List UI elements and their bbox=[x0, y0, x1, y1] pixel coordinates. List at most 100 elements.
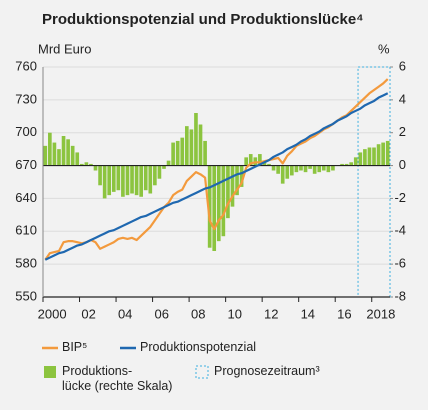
y2-tick-label: 4 bbox=[399, 91, 406, 106]
bar bbox=[203, 140, 207, 166]
bar bbox=[84, 162, 89, 166]
bar bbox=[61, 136, 66, 166]
bar bbox=[148, 165, 153, 194]
bar bbox=[235, 165, 239, 196]
bar bbox=[226, 165, 230, 219]
bar bbox=[290, 165, 294, 176]
bar bbox=[349, 162, 354, 166]
bar bbox=[303, 165, 308, 173]
y2-tick-label: 2 bbox=[399, 124, 406, 139]
bar bbox=[70, 145, 75, 166]
legend-label: Produktionspotenzial bbox=[140, 340, 257, 354]
bar bbox=[340, 163, 344, 166]
y2-tick-label: -4 bbox=[394, 223, 406, 238]
bar bbox=[198, 124, 203, 166]
bar bbox=[358, 152, 363, 166]
bar bbox=[180, 137, 185, 166]
bar bbox=[372, 147, 376, 166]
x-tick-label: 10 bbox=[228, 306, 242, 321]
bar bbox=[134, 165, 139, 196]
x-tick-label: 02 bbox=[81, 306, 95, 321]
bar bbox=[317, 165, 322, 173]
bar bbox=[162, 165, 166, 169]
line bbox=[44, 92, 389, 261]
bar bbox=[125, 165, 130, 196]
y2-tick-label: -6 bbox=[394, 256, 406, 271]
y2-tick-label: -8 bbox=[394, 288, 406, 303]
bar bbox=[267, 163, 271, 166]
bar bbox=[216, 165, 221, 242]
bar bbox=[66, 139, 70, 166]
y-tick-label: 670 bbox=[15, 157, 37, 172]
x-tick-label: 04 bbox=[118, 306, 132, 321]
y2-tick-label: -2 bbox=[394, 190, 406, 205]
y-tick-label: 580 bbox=[15, 256, 37, 271]
y-tick-label: 640 bbox=[15, 190, 37, 205]
legend-swatch bbox=[195, 365, 209, 379]
bar bbox=[271, 165, 276, 171]
bar bbox=[157, 165, 162, 179]
bar bbox=[121, 165, 125, 197]
x-tick-label: 06 bbox=[154, 306, 168, 321]
y2-tick-label: 0 bbox=[399, 157, 406, 172]
x-tick-label: 2018 bbox=[366, 306, 395, 321]
bar bbox=[171, 142, 175, 166]
y-tick-label: 730 bbox=[15, 91, 37, 106]
y2-tick-label: 6 bbox=[399, 58, 406, 73]
x-tick-label: 08 bbox=[191, 306, 205, 321]
bar bbox=[98, 165, 102, 186]
bar bbox=[184, 126, 189, 166]
legend-label: Prognosezeitraum³ bbox=[214, 364, 320, 378]
bar bbox=[258, 154, 262, 166]
bar bbox=[285, 165, 290, 179]
bar bbox=[363, 149, 367, 166]
bar bbox=[244, 157, 249, 166]
bar bbox=[312, 165, 317, 174]
bar bbox=[385, 140, 390, 166]
y-tick-label: 760 bbox=[15, 58, 37, 73]
bar bbox=[93, 165, 98, 171]
bar bbox=[326, 165, 331, 173]
x-tick-label: 12 bbox=[264, 306, 278, 321]
bar bbox=[107, 165, 112, 196]
bar bbox=[239, 165, 244, 187]
legend-label: Produktions- lücke (rechte Skala) bbox=[62, 364, 173, 393]
y-tick-label: 550 bbox=[15, 288, 37, 303]
bar bbox=[207, 165, 212, 248]
bar bbox=[321, 165, 326, 171]
bar bbox=[299, 165, 303, 171]
bar bbox=[212, 165, 217, 251]
bar bbox=[276, 165, 280, 174]
bar bbox=[221, 165, 226, 237]
y-tick-label: 700 bbox=[15, 124, 37, 139]
bar bbox=[166, 160, 171, 166]
bar bbox=[308, 165, 312, 169]
bar bbox=[248, 154, 253, 166]
legend-label: BIP⁵ bbox=[62, 340, 88, 354]
x-tick-label: 16 bbox=[337, 306, 351, 321]
bar bbox=[331, 165, 335, 171]
bar bbox=[344, 163, 349, 166]
bar bbox=[353, 157, 358, 166]
bar bbox=[43, 145, 48, 166]
legend-swatch bbox=[44, 366, 56, 378]
bar bbox=[367, 147, 372, 166]
y2-axis-label: % bbox=[378, 41, 390, 56]
bar bbox=[143, 165, 148, 191]
bar bbox=[175, 140, 180, 166]
bar bbox=[102, 165, 107, 199]
bar bbox=[194, 113, 198, 166]
bar bbox=[139, 165, 143, 197]
bar bbox=[111, 165, 116, 192]
x-tick-label: 14 bbox=[301, 306, 315, 321]
y-axis-label: Mrd Euro bbox=[38, 41, 91, 56]
bar bbox=[116, 165, 121, 191]
bar bbox=[57, 149, 61, 166]
bar bbox=[376, 144, 381, 166]
bar bbox=[189, 129, 194, 166]
bar bbox=[230, 165, 235, 207]
y-tick-label: 610 bbox=[15, 223, 37, 238]
bar bbox=[52, 142, 57, 166]
